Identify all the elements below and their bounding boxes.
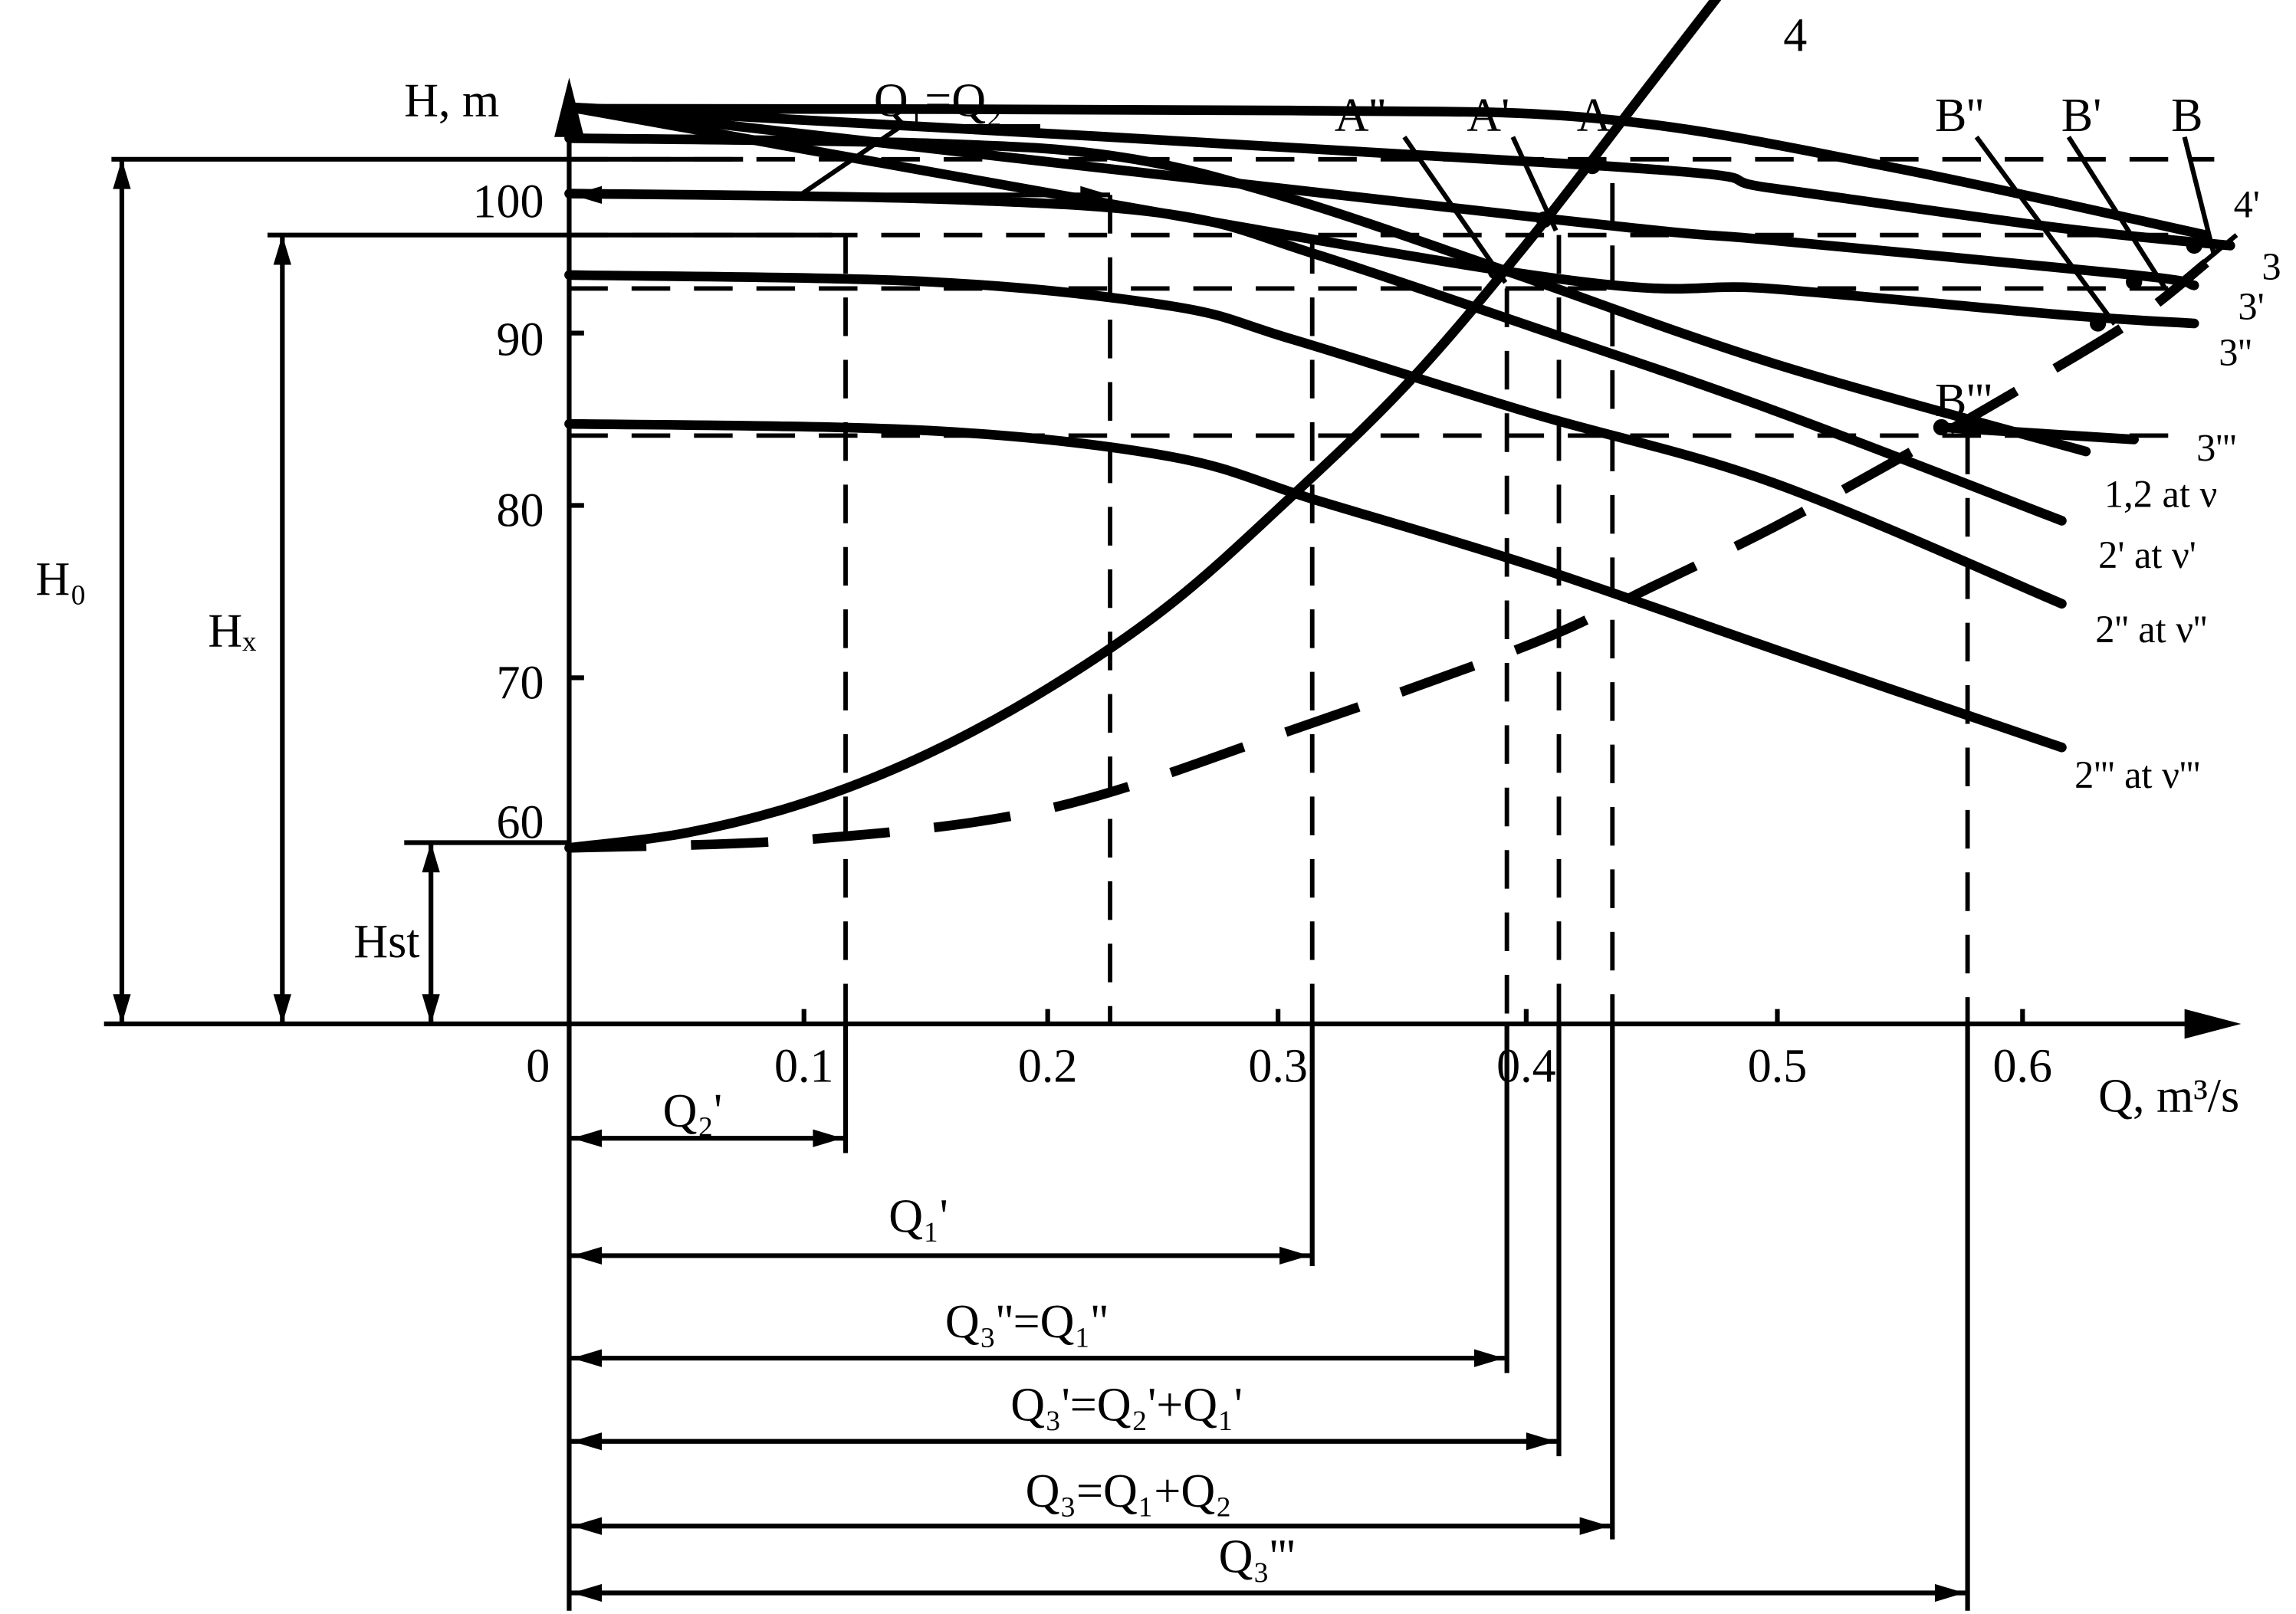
point-label-b1: B'	[2061, 90, 2102, 142]
leader-b2	[1974, 135, 2117, 326]
y-axis-arrow	[554, 77, 584, 137]
series-line-7	[564, 103, 2212, 241]
curve-label-3: 3	[2262, 245, 2281, 288]
series-line-9	[564, 0, 1722, 853]
q2p-dimension	[569, 1129, 846, 1147]
operating-point-2	[1584, 157, 1601, 175]
leader-a2	[1402, 135, 1508, 284]
series-line-10	[569, 258, 2209, 853]
h0-label: H₀	[36, 553, 87, 605]
points-layer	[1487, 157, 2202, 436]
hx-dimension	[273, 235, 291, 1025]
series-line-3	[564, 418, 2067, 753]
x-tick-label: 0.3	[1248, 1041, 1308, 1093]
q1p-label: Q₁'	[889, 1190, 948, 1242]
operating-point-6	[1933, 418, 1950, 436]
q1q2-label: Q₁=Q₂	[874, 75, 1003, 127]
operating-point-3	[2089, 315, 2107, 332]
y-tick-label: 100	[472, 176, 544, 228]
point-label-a2: A''	[1335, 90, 1386, 142]
curve-label-2p: 2' at ν'	[2098, 533, 2196, 576]
curve-label-3pp: 3''	[2219, 331, 2252, 374]
curve-label-4: 4	[1783, 9, 1807, 61]
point-label-b2: B''	[1935, 90, 1984, 142]
point-label-b: B	[2171, 90, 2202, 142]
y-tick-label: 60	[496, 797, 544, 849]
point-label-a: A	[1577, 90, 1611, 142]
q2p-label: Q₂'	[663, 1085, 723, 1137]
operating-point-5	[2186, 237, 2202, 254]
series-line-1	[564, 189, 2067, 526]
hst-label: Hst	[353, 916, 419, 968]
series-line-4	[564, 102, 2199, 329]
q3-dimension	[569, 1517, 1613, 1535]
y-axis-title: H, m	[404, 75, 499, 127]
point-label-b3: B'''	[1935, 375, 1992, 427]
q1q2-dimension	[569, 124, 1111, 204]
q3ppp-label: Q₃'''	[1219, 1530, 1296, 1583]
leader-b1	[2066, 136, 2168, 290]
y-tick-label: 70	[496, 657, 544, 709]
hx-label: Hₓ	[208, 605, 256, 658]
curve-label-2pp: 2'' at ν''	[2095, 608, 2207, 651]
q3pp-dimension	[569, 1349, 1507, 1367]
curve-label-4p: 4'	[2234, 182, 2260, 225]
y-tick-label: 90	[496, 314, 544, 366]
curve-label-1-2: 1,2 at ν	[2104, 472, 2217, 515]
h0-dimension	[113, 159, 131, 1025]
q3ppp-dimension	[569, 1583, 1968, 1603]
curve-label-3ppp: 3'''	[2196, 426, 2236, 469]
x-axis-title: Q, m³/s	[2098, 1070, 2239, 1122]
x-tick-label: 0.2	[1018, 1041, 1078, 1093]
series-line-2	[564, 270, 2067, 609]
q1p-dimension	[569, 1246, 1312, 1265]
y-tick-label: 80	[496, 485, 544, 537]
operating-point-4	[2126, 274, 2143, 290]
hst-dimension	[422, 842, 440, 1025]
operating-point-0	[1487, 263, 1505, 280]
curve-label-3p: 3'	[2238, 285, 2264, 328]
curve-label-2ppp: 2''' at ν'''	[2074, 753, 2200, 796]
leader-b	[2182, 136, 2217, 257]
x-axis-arrow	[2184, 1009, 2242, 1039]
point-label-a1: A'	[1467, 90, 1509, 142]
q3pp-label: Q₃''=Q₁''	[945, 1296, 1108, 1348]
x-tick-label: 0.1	[774, 1041, 834, 1093]
x-tick-label: 0.6	[1993, 1041, 2053, 1093]
q3p-dimension	[569, 1432, 1559, 1451]
q3-label: Q₃=Q₁+Q₂	[1026, 1465, 1232, 1517]
leader-4p	[2199, 233, 2239, 267]
x-tick-label: 0.5	[1748, 1041, 1808, 1093]
q3p-label: Q₃'=Q₂'+Q₁'	[1010, 1379, 1243, 1432]
series-line-6	[564, 102, 2235, 251]
origin-label: 0	[526, 1041, 550, 1093]
operating-point-1	[1536, 211, 1552, 228]
